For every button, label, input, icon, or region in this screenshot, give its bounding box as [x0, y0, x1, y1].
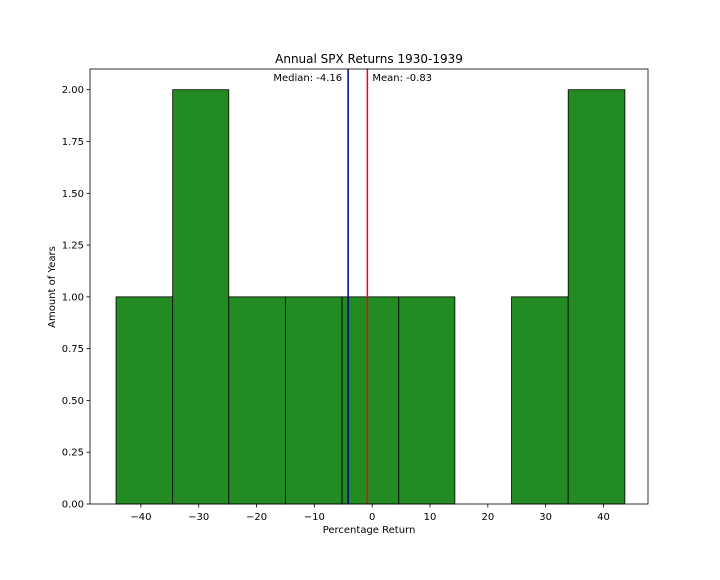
reference-lines-layer [347, 69, 369, 504]
y-tick-label: 1.00 [62, 292, 84, 303]
histogram-bar-8 [567, 89, 626, 505]
median-label: Median: -4.16 [273, 73, 342, 84]
reference-line-labels-layer: Median: -4.16 Mean: -0.83 [273, 73, 432, 84]
x-tick-label: 20 [481, 512, 494, 523]
y-tick-label: 1.50 [62, 189, 84, 200]
y-tick-label: 0.00 [62, 500, 84, 511]
histogram-bar-3 [285, 296, 343, 505]
x-tick-label: −20 [246, 512, 267, 523]
y-tick-label: 1.75 [62, 137, 84, 148]
x-tick-label: 0 [369, 512, 375, 523]
x-axis-ticks: −40 −30 −20 −10 0 10 20 30 40 [130, 504, 610, 523]
y-tick-label: 1.25 [62, 241, 84, 252]
plot-frame [89, 68, 649, 505]
y-tick-label: 0.75 [62, 344, 84, 355]
histogram-bar-1 [172, 89, 230, 505]
y-axis-ticks: 0.00 0.25 0.50 0.75 1.00 1.25 1.50 1.75 2.00 [62, 85, 90, 511]
x-axis-label: Percentage Return [323, 525, 416, 536]
y-tick-label: 2.00 [62, 85, 84, 96]
histogram-bar-0 [115, 296, 174, 505]
x-tick-label: 40 [597, 512, 610, 523]
x-tick-label: −30 [188, 512, 209, 523]
x-tick-label: 30 [539, 512, 552, 523]
chart-title: Annual SPX Returns 1930-1939 [275, 52, 463, 66]
bars-layer [115, 89, 626, 505]
x-tick-label: 10 [424, 512, 437, 523]
x-tick-label: −40 [130, 512, 151, 523]
histogram-bar-4 [341, 296, 400, 505]
histogram-bar-2 [228, 296, 286, 505]
y-tick-label: 0.50 [62, 396, 84, 407]
histogram-bar-7 [511, 296, 569, 505]
histogram-bar-5 [398, 296, 456, 505]
mean-label: Mean: -0.83 [372, 73, 432, 84]
y-tick-label: 0.25 [62, 448, 84, 459]
x-tick-label: −10 [304, 512, 325, 523]
y-axis-label: Amount of Years [47, 246, 58, 328]
